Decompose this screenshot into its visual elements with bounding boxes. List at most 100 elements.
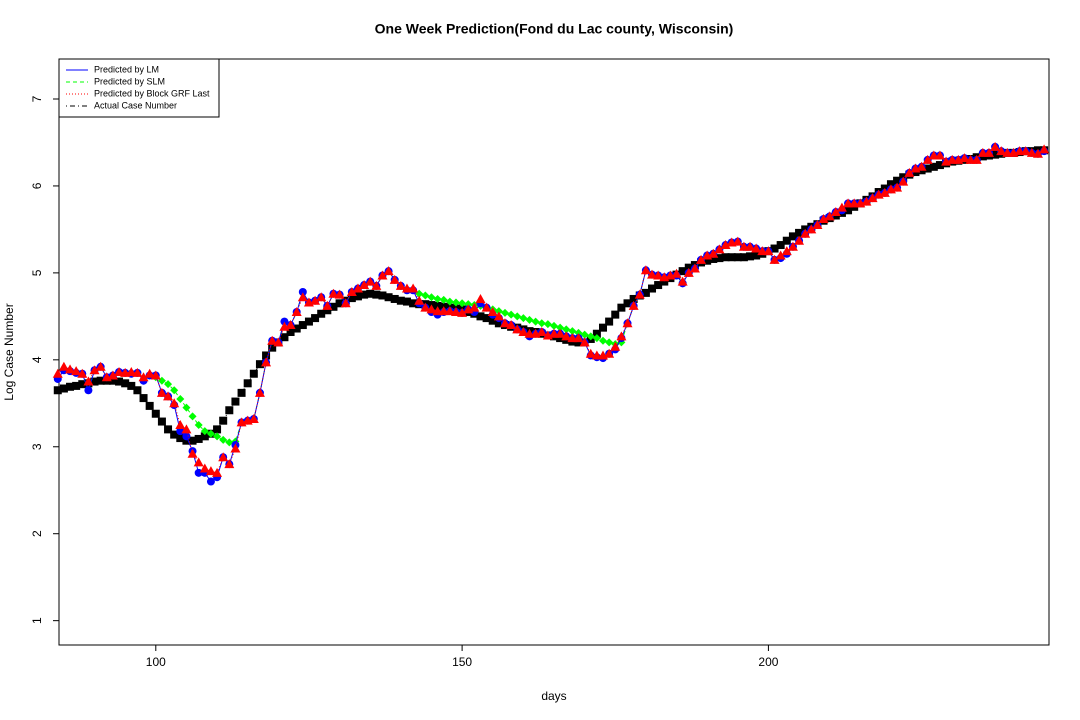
point — [268, 343, 277, 352]
point — [592, 329, 601, 338]
point — [121, 379, 130, 388]
point — [194, 434, 203, 443]
point — [830, 207, 841, 217]
point — [408, 283, 419, 293]
point — [414, 295, 425, 305]
point — [280, 317, 289, 326]
point — [1026, 147, 1037, 157]
point — [127, 381, 136, 390]
point — [254, 387, 265, 397]
point — [347, 294, 356, 303]
point — [733, 253, 742, 262]
point — [739, 253, 748, 262]
point — [893, 176, 902, 185]
point — [824, 211, 835, 221]
point — [248, 413, 259, 423]
point — [115, 377, 124, 386]
point — [157, 417, 166, 426]
point — [262, 351, 271, 360]
point — [340, 298, 351, 308]
point — [156, 387, 167, 397]
point — [169, 398, 180, 408]
point — [703, 256, 712, 265]
point — [329, 302, 338, 311]
x-tick-label: 150 — [452, 655, 472, 669]
point — [389, 274, 400, 284]
point — [788, 232, 797, 241]
point — [352, 283, 363, 293]
point — [213, 432, 222, 441]
point — [818, 213, 829, 223]
point — [200, 427, 209, 436]
point — [641, 288, 650, 297]
point — [781, 246, 792, 256]
point — [671, 268, 682, 278]
point — [745, 241, 756, 251]
point — [683, 267, 694, 277]
point — [71, 366, 82, 376]
point — [525, 315, 534, 324]
point — [1032, 148, 1043, 158]
point — [550, 321, 558, 330]
legend-label: Predicted by SLM — [94, 76, 165, 86]
point — [298, 321, 307, 330]
point — [273, 337, 284, 347]
point — [556, 334, 565, 343]
point — [317, 309, 326, 318]
point — [193, 457, 204, 467]
point — [611, 310, 620, 319]
point — [605, 338, 614, 347]
point — [224, 459, 235, 469]
point — [420, 302, 431, 312]
point — [800, 228, 811, 238]
point — [328, 288, 339, 298]
point — [261, 357, 272, 367]
point — [499, 318, 510, 328]
point — [237, 388, 246, 397]
point — [991, 150, 1000, 159]
point — [677, 276, 688, 286]
point — [653, 270, 664, 280]
point — [886, 180, 895, 189]
y-tick-label: 2 — [30, 530, 44, 537]
point — [622, 318, 633, 328]
point — [959, 153, 970, 163]
point — [696, 254, 707, 264]
point — [450, 307, 461, 317]
point — [377, 270, 388, 280]
y-tick-label: 3 — [30, 443, 44, 450]
point — [488, 316, 497, 325]
point — [935, 161, 944, 170]
point — [316, 292, 327, 302]
point — [291, 307, 302, 317]
point — [512, 324, 523, 334]
point — [84, 386, 93, 395]
x-tick-label: 100 — [146, 655, 166, 669]
point — [678, 267, 687, 276]
point — [720, 240, 731, 250]
point — [200, 432, 209, 441]
point — [1039, 144, 1050, 154]
point — [188, 412, 197, 421]
point — [481, 302, 492, 312]
point — [573, 333, 584, 343]
point — [231, 397, 240, 406]
point — [372, 290, 381, 299]
point — [145, 401, 154, 410]
point — [384, 293, 393, 302]
point — [366, 289, 375, 298]
point — [586, 332, 595, 341]
point — [648, 284, 657, 293]
point — [114, 366, 125, 376]
point — [426, 304, 437, 314]
y-axis-label: Log Case Number — [2, 303, 16, 400]
point — [776, 241, 785, 250]
point — [225, 406, 234, 415]
point — [518, 327, 529, 337]
point — [647, 269, 658, 279]
point — [751, 243, 762, 253]
point — [182, 436, 191, 445]
point — [298, 288, 307, 297]
point — [194, 421, 203, 430]
